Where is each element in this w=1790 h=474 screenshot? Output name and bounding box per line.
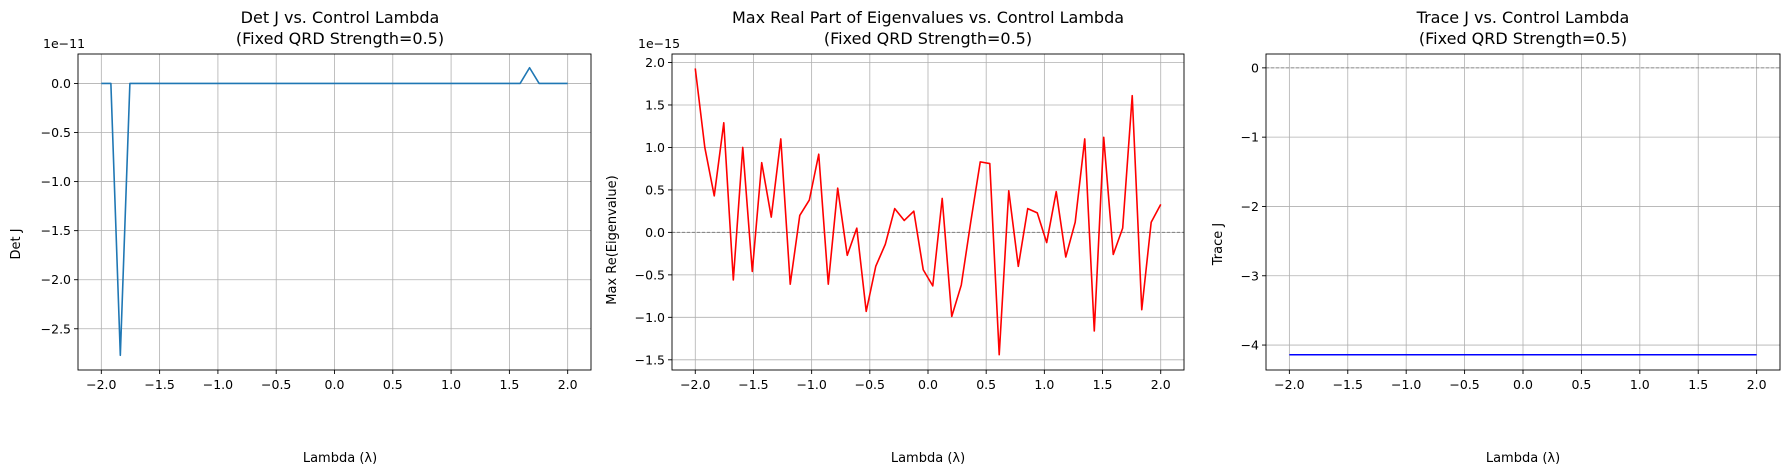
y-tick-label: −2	[1241, 199, 1259, 214]
y-tick-label: −0.5	[41, 125, 71, 140]
y-tick-label: −1.0	[41, 174, 71, 189]
y-tick-label: −1.5	[635, 352, 665, 367]
x-tick-label: 0.0	[918, 377, 938, 392]
x-tick-label: 1.0	[1630, 377, 1650, 392]
y-tick-label: 1.0	[645, 140, 665, 155]
x-axis-label: Lambda (λ)	[891, 451, 965, 466]
y-tick-label: 0.5	[645, 182, 665, 197]
x-tick-label: 1.5	[1093, 377, 1113, 392]
chart-subtitle: (Fixed QRD Strength=0.5)	[236, 29, 444, 48]
x-tick-label: 2.0	[1747, 377, 1767, 392]
x-tick-label: −1.0	[203, 377, 233, 392]
plot-area: −2.0 −1.5 −1.0 −0.5 0.0 0.5 1.0 1.5 2.0 −1.5 −1.0 −…	[635, 53, 1185, 392]
x-tick-label: 0.0	[1513, 377, 1533, 392]
chart-title: Trace J vs. Control Lambda	[1416, 8, 1630, 27]
x-tick-label: −2.0	[86, 377, 116, 392]
y-tick-label: −2.5	[41, 321, 71, 336]
x-tick-label: −2.0	[680, 377, 710, 392]
x-tick-label: 2.0	[1151, 377, 1171, 392]
x-tick-label: 1.5	[499, 377, 519, 392]
x-tick-label: 1.0	[1034, 377, 1054, 392]
chart-subtitle: (Fixed QRD Strength=0.5)	[1419, 29, 1627, 48]
chart-title: Det J vs. Control Lambda	[241, 8, 440, 27]
y-tick-label: 0.0	[51, 76, 71, 91]
x-tick-label: −0.5	[261, 377, 291, 392]
y-offset-text: 1e−11	[43, 36, 85, 51]
x-tick-label: 0.5	[976, 377, 996, 392]
x-tick-label: 0.5	[383, 377, 403, 392]
x-tick-label: −1.5	[738, 377, 768, 392]
y-tick-label: 2.0	[645, 55, 665, 70]
y-tick-label: 1.5	[645, 97, 665, 112]
x-tick-label: −0.5	[855, 377, 885, 392]
y-axis-label: Trace J	[1211, 223, 1226, 266]
series-line	[694, 68, 1162, 356]
y-axis-label: Max Re(Eigenvalue)	[605, 175, 620, 304]
panel-det-j: Det J vs. Control Lambda (Fixed QRD Stre…	[9, 8, 592, 466]
x-tick-label: −1.0	[1391, 377, 1421, 392]
y-tick-label: 0	[1251, 60, 1259, 75]
x-tick-label: 2.0	[558, 377, 578, 392]
x-axis-label: Lambda (λ)	[1486, 451, 1560, 466]
y-tick-label: −2.0	[41, 272, 71, 287]
x-tick-label: −1.5	[1333, 377, 1363, 392]
panel-trace-j: Trace J vs. Control Lambda (Fixed QRD St…	[1211, 8, 1781, 466]
x-tick-label: 1.0	[441, 377, 461, 392]
series-line	[101, 66, 568, 357]
x-tick-label: 0.0	[325, 377, 345, 392]
y-tick-label: −1.5	[41, 223, 71, 238]
x-tick-label: −1.5	[144, 377, 174, 392]
y-tick-label: −1.0	[635, 310, 665, 325]
x-tick-label: 0.5	[1571, 377, 1591, 392]
x-tick-label: −0.5	[1449, 377, 1479, 392]
y-tick-label: −0.5	[635, 267, 665, 282]
y-offset-text: 1e−15	[638, 36, 680, 51]
y-tick-label: −4	[1241, 338, 1259, 353]
panel-max-real-eigenvalue: Max Real Part of Eigenvalues vs. Control…	[605, 8, 1185, 466]
y-tick-label: −3	[1241, 268, 1259, 283]
x-axis-label: Lambda (λ)	[303, 451, 377, 466]
x-tick-label: 1.5	[1688, 377, 1708, 392]
y-axis-label: Det J	[9, 228, 24, 259]
x-tick-label: −2.0	[1274, 377, 1304, 392]
plot-area: −2.0 −1.5 −1.0 −0.5 0.0 0.5 1.0 1.5 2.0 −2.5 −2.0 −…	[41, 53, 592, 392]
y-tick-label: −1	[1241, 130, 1259, 145]
chart-title: Max Real Part of Eigenvalues vs. Control…	[732, 8, 1124, 27]
plot-area: −2.0 −1.5 −1.0 −0.5 0.0 0.5 1.0 1.5 2.0 −4 −3 −2 −1 0	[1241, 53, 1781, 392]
x-tick-label: −1.0	[796, 377, 826, 392]
y-tick-label: 0.0	[645, 225, 665, 240]
chart-subtitle: (Fixed QRD Strength=0.5)	[824, 29, 1032, 48]
